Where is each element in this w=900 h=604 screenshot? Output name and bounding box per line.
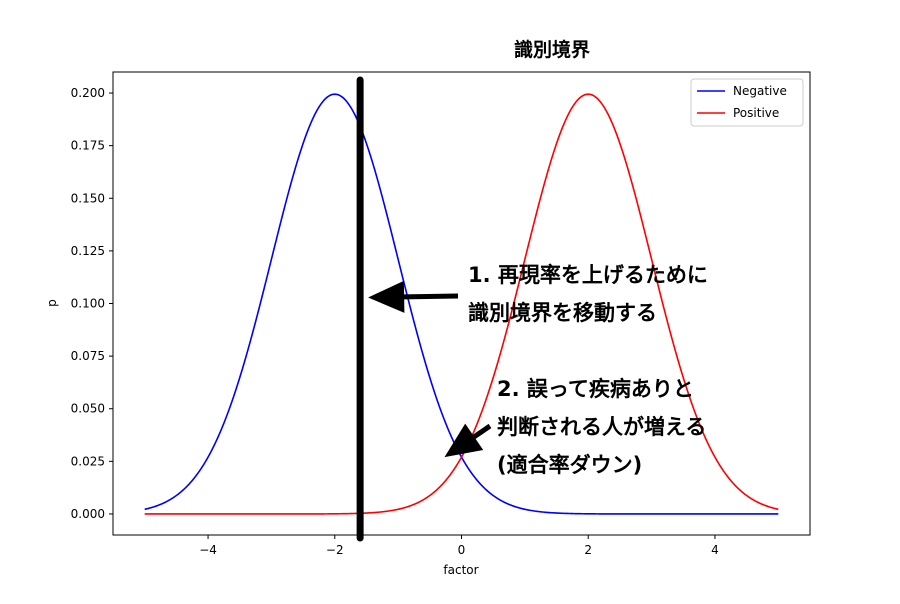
series-line-positive <box>144 93 779 515</box>
legend-label-negative: Negative <box>733 84 787 98</box>
annotation-text-1: 識別境界を移動する <box>468 301 657 325</box>
y-tick-label: 0.200 <box>71 86 105 100</box>
annotation-text-1: 1. 再現率を上げるために <box>468 263 708 287</box>
y-tick-label: 0.000 <box>71 507 105 521</box>
legend: Negative Positive <box>690 78 804 127</box>
annotation-arrow-2 <box>444 423 492 458</box>
axes-frame <box>112 71 811 536</box>
y-tick-label: 0.175 <box>71 139 105 153</box>
y-axis-label: p <box>45 299 59 307</box>
x-tick-label: 4 <box>711 543 719 557</box>
annotation-arrow-1 <box>368 280 458 313</box>
y-tick-label: 0.050 <box>71 402 105 416</box>
plot-frame <box>112 71 811 536</box>
annotation-text-2: 2. 誤って疾病ありと <box>497 377 694 401</box>
x-tick-label: −2 <box>326 543 344 557</box>
x-tick-label: 2 <box>584 543 592 557</box>
y-tick-label: 0.075 <box>71 349 105 363</box>
legend-label-positive: Positive <box>733 106 779 120</box>
series-layer <box>144 93 779 515</box>
annotation-text-2: 判断される人が増える <box>497 415 706 439</box>
annotation-text-2: (適合率ダウン) <box>497 453 642 477</box>
x-axis-label: factor <box>443 563 478 577</box>
x-tick-label: −4 <box>199 543 217 557</box>
ticks-layer: −4 −2 0 2 4 0.000 0.025 0.050 0.075 0.100 0.125 0.1… <box>71 86 719 557</box>
y-tick-label: 0.150 <box>71 191 105 205</box>
chart-title: 識別境界 <box>514 38 590 61</box>
y-tick-label: 0.125 <box>71 244 105 258</box>
x-tick-label: 0 <box>458 543 466 557</box>
y-tick-label: 0.025 <box>71 454 105 468</box>
y-tick-label: 0.100 <box>71 297 105 311</box>
